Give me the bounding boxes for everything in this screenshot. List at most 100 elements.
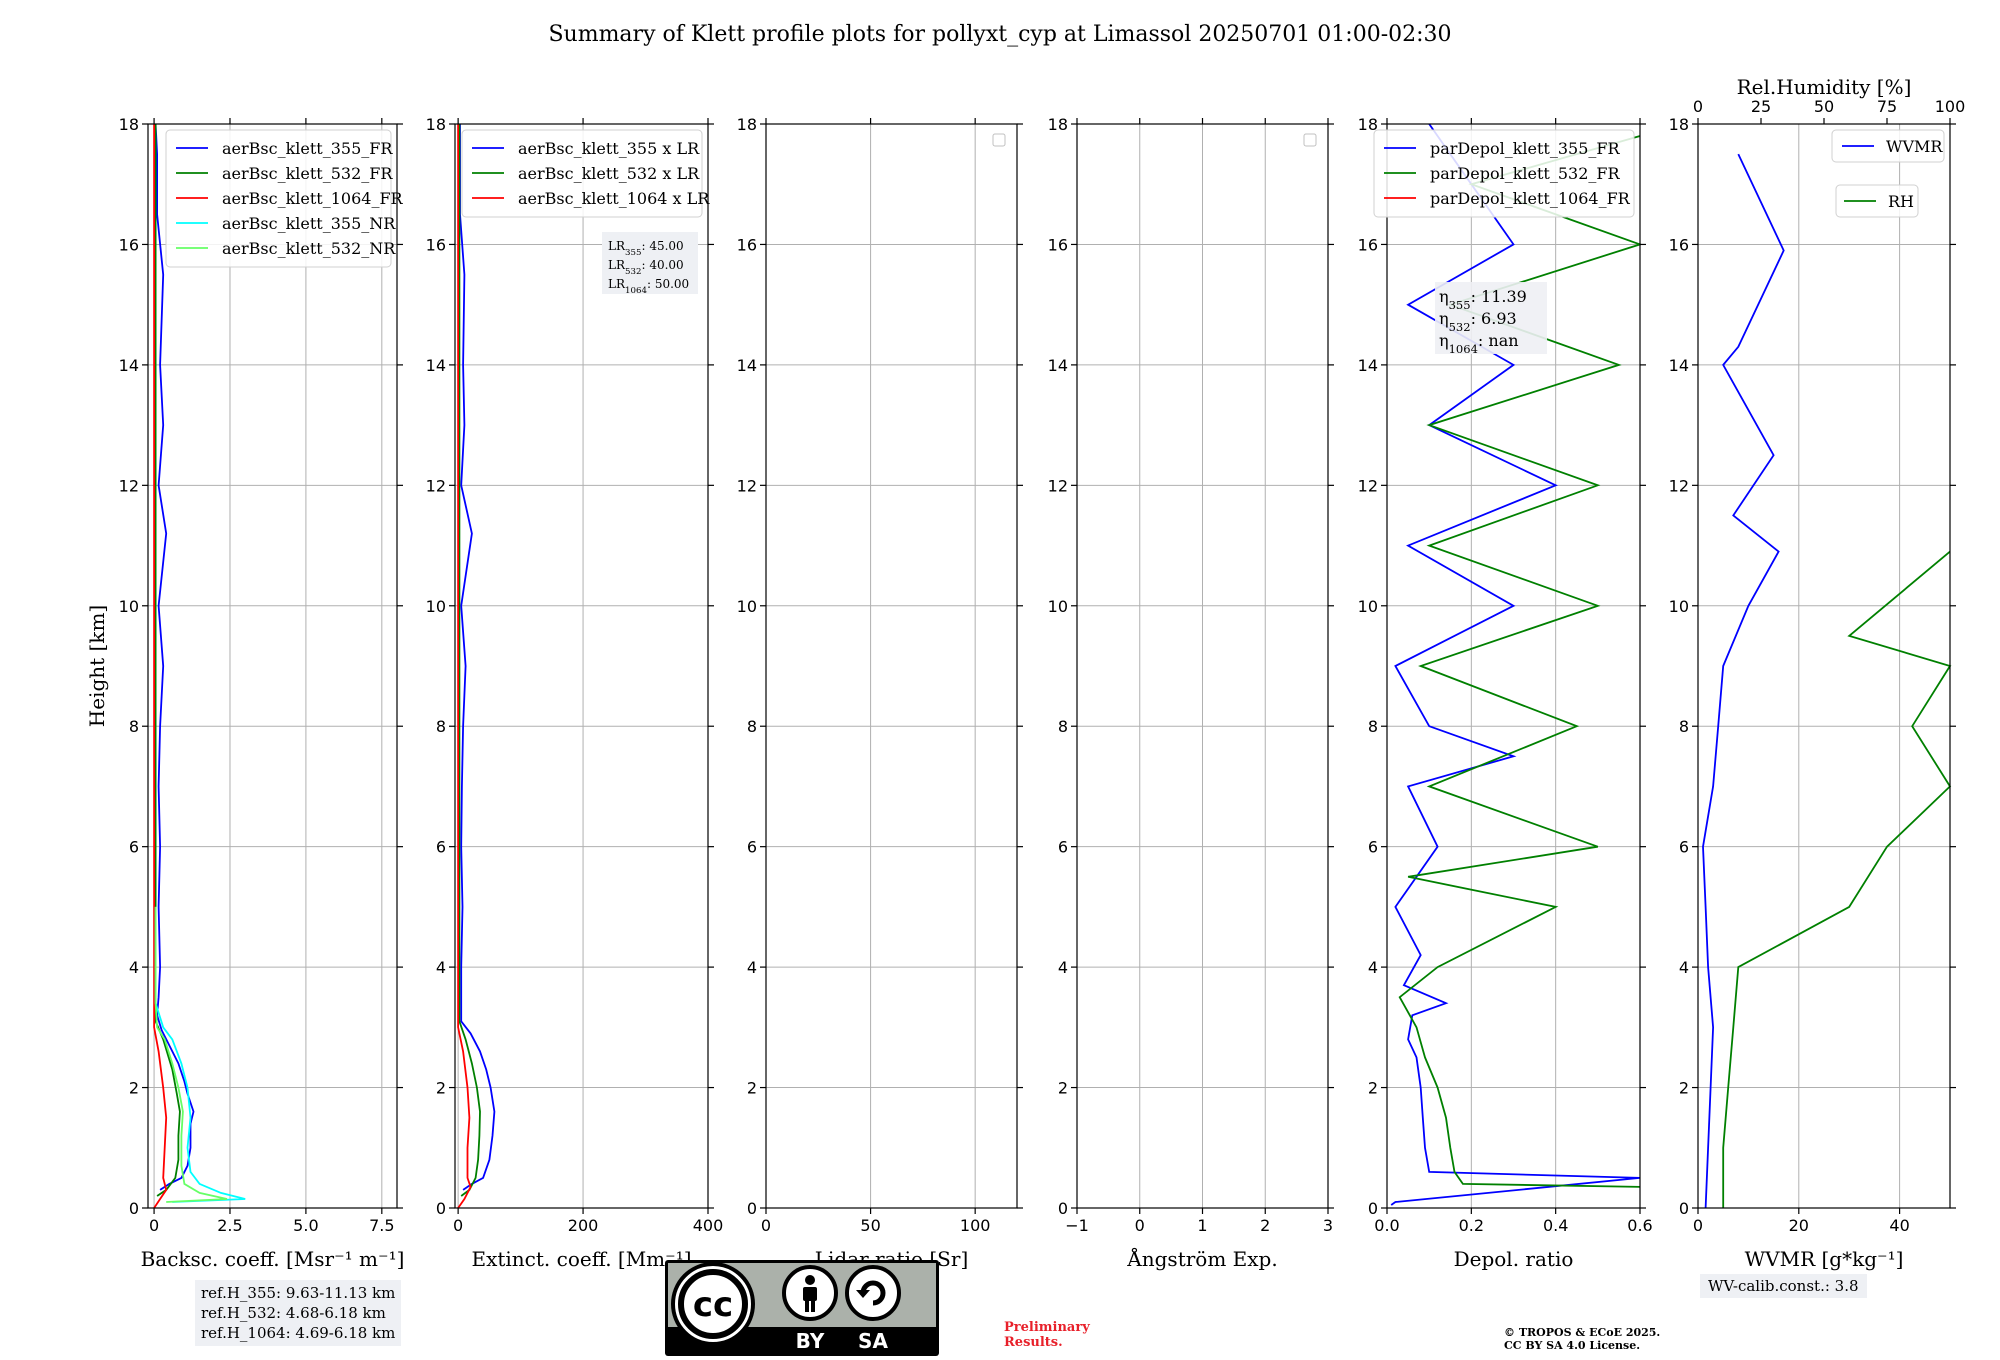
y-tick-label: 10 xyxy=(1669,597,1689,616)
y-tick-label: 10 xyxy=(1048,597,1068,616)
y-tick-label: 10 xyxy=(426,597,446,616)
x-tick-label: 0 xyxy=(453,1216,463,1235)
x-tick-label: 100 xyxy=(960,1216,991,1235)
x-tick-label: 5.0 xyxy=(293,1216,318,1235)
x-tick-label: 0.2 xyxy=(1459,1216,1484,1235)
legend-frame xyxy=(1373,129,1635,218)
x-tick-label: 400 xyxy=(693,1216,724,1235)
y-tick-label: 6 xyxy=(747,838,757,857)
cc-by-sa-badge: cc BY SA xyxy=(665,1260,939,1356)
legend: parDepol_klett_355_FR parDepol_klett_532_… xyxy=(1373,129,1635,218)
y-tick-label: 18 xyxy=(1048,115,1068,134)
y-tick-label: 6 xyxy=(1679,838,1689,857)
preliminary-line-1: Preliminary xyxy=(1004,1320,1090,1335)
y-tick-label: 18 xyxy=(1358,115,1378,134)
axes-frame xyxy=(765,123,1018,1209)
series-line-RH xyxy=(1722,550,1952,1208)
x-tick-label: 0 xyxy=(1135,1216,1145,1235)
y-tick-label: 8 xyxy=(436,717,446,736)
y-tick-label: 16 xyxy=(119,235,139,254)
x-tick-label: 2 xyxy=(1260,1216,1270,1235)
attribution-person-icon xyxy=(782,1265,838,1321)
legend-label: aerBsc_klett_355_NR xyxy=(222,214,396,233)
y-tick-label: 16 xyxy=(1358,235,1378,254)
x-tick-label: 0.0 xyxy=(1374,1216,1399,1235)
axes-frame xyxy=(1386,123,1641,1209)
y-tick-label: 18 xyxy=(119,115,139,134)
axes-frame xyxy=(147,123,398,1209)
annotation-line: η355: 11.39 xyxy=(1439,287,1527,312)
x-tick-label: 0.6 xyxy=(1627,1216,1652,1235)
y-tick-label: 0 xyxy=(1058,1199,1068,1218)
legend-label: aerBsc_klett_1064_FR xyxy=(222,189,404,208)
legend-frame xyxy=(1831,129,1945,163)
cc-logo-icon: cc xyxy=(671,1262,755,1346)
ref-height-532: ref.H_532: 4.68-6.18 km xyxy=(201,1304,386,1322)
annotation-line: η532: 6.93 xyxy=(1439,309,1517,334)
x-tick-label: 200 xyxy=(568,1216,599,1235)
copyright-line-2: CC BY SA 4.0 License. xyxy=(1504,1339,1641,1352)
share-alike-icon xyxy=(845,1265,901,1321)
reference-heights-box: ref.H_355: 9.63-11.13 km ref.H_532: 4.68… xyxy=(195,1280,402,1346)
y-tick-label: 14 xyxy=(426,356,446,375)
y-tick-label: 16 xyxy=(1669,235,1689,254)
legend-frame xyxy=(461,129,703,218)
x-tick-label: 0 xyxy=(149,1216,159,1235)
legend-label: aerBsc_klett_355_FR xyxy=(222,139,393,158)
x-tick-label: 0 xyxy=(761,1216,771,1235)
y-tick-label: 16 xyxy=(426,235,446,254)
axes-frame xyxy=(1697,123,1951,1209)
y-tick-label: 10 xyxy=(119,597,139,616)
annotation-background xyxy=(1435,282,1547,354)
y-tick-label: 8 xyxy=(1058,717,1068,736)
y-axis-label: Height [km] xyxy=(85,605,109,727)
figure-title: Summary of Klett profile plots for polly… xyxy=(548,22,1452,47)
y-tick-label: 4 xyxy=(1679,958,1689,977)
cc-logo-text: cc xyxy=(693,1285,733,1325)
y-tick-label: 16 xyxy=(737,235,757,254)
y-tick-label: 2 xyxy=(436,1079,446,1098)
legend: aerBsc_klett_355 x LR aerBsc_klett_532 x … xyxy=(461,129,710,218)
y-tick-label: 6 xyxy=(1368,838,1378,857)
y-tick-label: 4 xyxy=(1368,958,1378,977)
annotation-line: η1064: nan xyxy=(1439,331,1519,356)
x-tick-label: 3 xyxy=(1323,1216,1333,1235)
empty-legend-box xyxy=(992,133,1006,147)
x-axis-label: Depol. ratio xyxy=(1454,1247,1574,1271)
axes-2: 0 200 400 0 2 4 6 8 10 12 14 16 18 Extinct. coeff. [M… xyxy=(426,115,724,1271)
y-tick-label: 0 xyxy=(747,1199,757,1218)
y-tick-label: 2 xyxy=(1368,1079,1378,1098)
y-tick-label: 8 xyxy=(129,717,139,736)
y-tick-label: 10 xyxy=(737,597,757,616)
series-line-aerBsc-klett-355-FR xyxy=(154,123,195,1191)
x-axis-label: Extinct. coeff. [Mm⁻¹] xyxy=(471,1247,691,1271)
series-line-parDepol-klett-532-FR xyxy=(1398,135,1643,1188)
y-tick-label: 18 xyxy=(1669,115,1689,134)
legend-label: RH xyxy=(1888,192,1914,211)
y-tick-label: 2 xyxy=(747,1079,757,1098)
axes-1: 0 2.5 5.0 7.5 0 2 4 6 8 10 12 14 16 18 Backsc. coeff. … xyxy=(119,115,405,1271)
y-tick-label: 0 xyxy=(1679,1199,1689,1218)
y-tick-label: 8 xyxy=(1368,717,1378,736)
y-tick-label: 4 xyxy=(129,958,139,977)
series-line-aerBsc-klett-532-x-LR xyxy=(458,124,481,1197)
y-tick-label: 2 xyxy=(1058,1079,1068,1098)
axes-frame xyxy=(454,123,709,1209)
y-tick-label: 2 xyxy=(1679,1079,1689,1098)
wv-calibration-box: WV-calib.const.: 3.8 xyxy=(1700,1274,1867,1298)
y-tick-label: 12 xyxy=(426,476,446,495)
preliminary-notice: Preliminary Results. xyxy=(1004,1320,1090,1350)
y-tick-label: 0 xyxy=(129,1199,139,1218)
cc-badge-sa-label: SA xyxy=(858,1329,888,1353)
y-tick-label: 6 xyxy=(129,838,139,857)
y-tick-label: 14 xyxy=(1669,356,1689,375)
axes-5: 0.0 0.2 0.4 0.6 0 2 4 6 8 10 12 14 16 18 Depol. ratio p… xyxy=(1358,115,1653,1271)
legend-frame xyxy=(1835,184,1919,218)
legend-label: aerBsc_klett_355 x LR xyxy=(518,139,700,158)
preliminary-line-2: Results. xyxy=(1004,1335,1063,1350)
y-tick-label: 12 xyxy=(1358,476,1378,495)
legend-label: parDepol_klett_532_FR xyxy=(1430,164,1621,183)
legend-label: WVMR xyxy=(1886,137,1943,156)
